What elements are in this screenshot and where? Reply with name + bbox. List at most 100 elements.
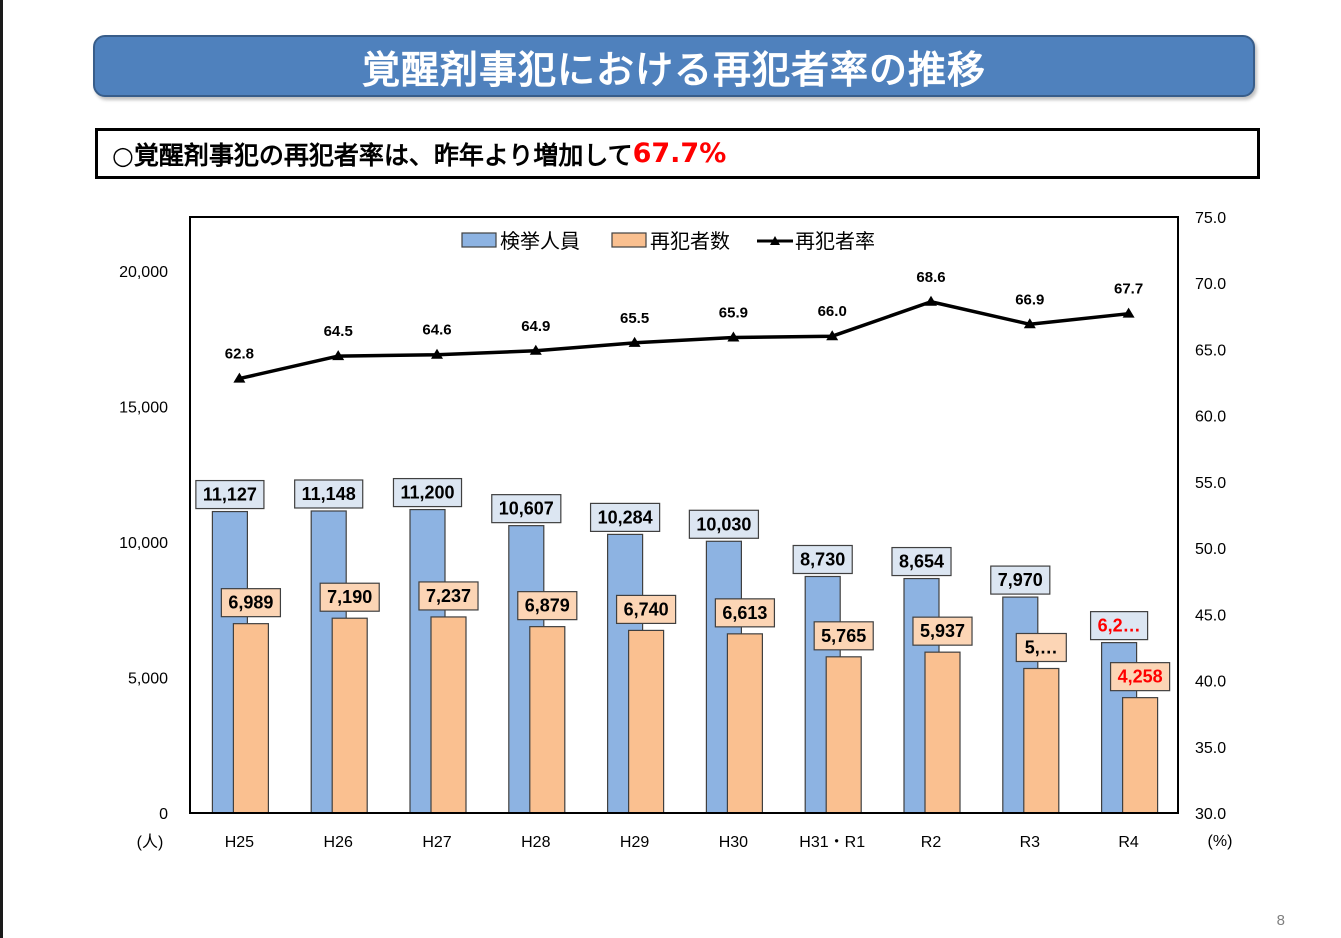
bar-repeat-H30 bbox=[726, 633, 764, 814]
left-axis-tick-label: 20,000 bbox=[119, 264, 168, 281]
bar-repeat-H25 bbox=[232, 623, 269, 814]
bar-repeat-H28 bbox=[529, 626, 566, 814]
label-arrests-H25-text: 11,127 bbox=[203, 485, 257, 505]
plot-frame bbox=[189, 216, 1179, 814]
legend-label-arrests: 検挙人員 bbox=[500, 229, 580, 253]
label-arrests-H27: 11,200 bbox=[392, 477, 463, 508]
label-arrests-H29: 10,284 bbox=[589, 502, 661, 532]
rate-marker-R4 bbox=[1122, 307, 1135, 318]
right-axis-tick-label: 40.0 bbox=[1195, 674, 1226, 691]
bar-repeat-R2 bbox=[924, 651, 961, 814]
right-axis-tick-label: 60.0 bbox=[1195, 409, 1226, 426]
bars-layer bbox=[211, 508, 1159, 814]
rate-marker-H31・R1 bbox=[826, 330, 839, 341]
rate-label-H30: 65.9 bbox=[719, 305, 748, 322]
label-repeat-H28: 6,879 bbox=[517, 591, 578, 621]
label-repeat-R3-box bbox=[1015, 632, 1067, 663]
label-arrests-R4-text: 6,2… bbox=[1098, 616, 1141, 636]
label-repeat-H31・R1: 5,765 bbox=[813, 621, 874, 651]
right-axis-tick-label: 35.0 bbox=[1195, 740, 1226, 757]
label-arrests-R2-box bbox=[891, 546, 952, 577]
label-arrests-H31・R1-text: 8,730 bbox=[800, 549, 845, 569]
rate-label-H28: 64.9 bbox=[521, 318, 550, 335]
summary-text: ○覚醒剤事犯の再犯者率は、昨年より増加して bbox=[112, 140, 633, 170]
label-arrests-H28: 10,607 bbox=[491, 494, 562, 524]
rate-marker-R3 bbox=[1023, 318, 1036, 329]
label-repeat-H27-box bbox=[418, 581, 479, 611]
rate-line-layer: 62.8 64.5 64.6 64.9 65.5 65.9 66.0 68.6 66.9 67.7 bbox=[225, 269, 1143, 383]
legend-swatch-arrests bbox=[461, 232, 497, 248]
label-arrests-R4: 6,2… bbox=[1089, 611, 1149, 641]
label-arrests-R2-text: 8,654 bbox=[899, 552, 944, 572]
label-arrests-H26: 11,148 bbox=[294, 479, 364, 509]
label-arrests-H28-text: 10,607 bbox=[499, 499, 554, 519]
right-axis-tick-label: 30.0 bbox=[1195, 806, 1226, 823]
label-repeat-H28-text: 6,879 bbox=[525, 596, 570, 616]
label-repeat-H28-box bbox=[517, 591, 578, 621]
rate-marker-H25 bbox=[233, 372, 246, 383]
x-axis-category-label: H29 bbox=[620, 834, 649, 851]
label-repeat-R4-box bbox=[1109, 662, 1171, 692]
label-repeat-R4-text: 4,258 bbox=[1118, 667, 1163, 687]
label-repeat-H30: 6,613 bbox=[714, 598, 776, 628]
label-arrests-H25-box bbox=[195, 479, 265, 510]
rate-label-R3: 66.9 bbox=[1015, 291, 1044, 308]
page-number: 8 bbox=[1276, 912, 1285, 929]
right-axis-tick-label: 55.0 bbox=[1195, 475, 1226, 492]
label-arrests-H25: 11,127 bbox=[195, 479, 265, 510]
rate-label-H29: 65.5 bbox=[620, 310, 649, 327]
label-repeat-H31・R1-box bbox=[813, 621, 874, 651]
bar-repeat-H31・R1 bbox=[825, 656, 862, 814]
label-arrests-R2: 8,654 bbox=[891, 546, 952, 577]
rate-label-H26: 64.5 bbox=[324, 323, 353, 340]
right-axis-tick-label: 75.0 bbox=[1195, 210, 1226, 227]
title-banner: 覚醒剤事犯における再犯者率の推移 bbox=[93, 35, 1255, 97]
label-arrests-H26-text: 11,148 bbox=[302, 484, 356, 504]
legend-label-rate: 再犯者率 bbox=[795, 229, 875, 253]
label-arrests-H31・R1: 8,730 bbox=[792, 544, 853, 575]
left-axis-tick-label: 10,000 bbox=[119, 535, 168, 552]
legend-swatch-repeat bbox=[611, 232, 647, 248]
left-axis-tick-label: 15,000 bbox=[119, 400, 168, 417]
data-labels-layer: 11,127 6,989 11,148 7,190 11,200 7,237 10,607 6… bbox=[195, 477, 1171, 692]
legend-label-repeat: 再犯者数 bbox=[650, 229, 730, 253]
summary-box: ○覚醒剤事犯の再犯者率は、昨年より増加して 67.7% bbox=[95, 128, 1260, 179]
label-repeat-R3-text: 5,… bbox=[1025, 637, 1058, 657]
label-repeat-H29: 6,740 bbox=[615, 594, 677, 625]
label-repeat-R3: 5,… bbox=[1015, 632, 1067, 663]
rate-label-H27: 64.6 bbox=[422, 322, 451, 339]
page-title: 覚醒剤事犯における再犯者率の推移 bbox=[361, 47, 986, 92]
x-axis-category-label: H31・R1 bbox=[799, 834, 865, 851]
bar-repeat-H26 bbox=[331, 617, 368, 814]
label-arrests-H30-box bbox=[688, 509, 760, 539]
right-axis-tick-label: 50.0 bbox=[1195, 541, 1226, 558]
rate-marker-H28 bbox=[529, 344, 542, 355]
label-arrests-H28-box bbox=[491, 494, 562, 524]
label-repeat-H26-box bbox=[319, 582, 380, 612]
label-repeat-H27: 7,237 bbox=[418, 581, 479, 611]
x-axis-category-label: H30 bbox=[719, 834, 748, 851]
label-repeat-R4: 4,258 bbox=[1109, 662, 1171, 692]
slide-left-edge bbox=[0, 0, 3, 938]
bar-repeat-R3 bbox=[1023, 667, 1060, 814]
label-arrests-H31・R1-box bbox=[792, 544, 853, 575]
label-arrests-R3: 7,970 bbox=[990, 565, 1051, 595]
label-repeat-H31・R1-text: 5,765 bbox=[821, 626, 866, 646]
label-repeat-H30-text: 6,613 bbox=[722, 603, 767, 623]
legend: 検挙人員 再犯者数 再犯者率 bbox=[461, 229, 875, 253]
bar-repeat-H27 bbox=[430, 616, 467, 814]
rate-marker-H29 bbox=[628, 336, 641, 347]
rate-label-R2: 68.6 bbox=[916, 269, 945, 286]
label-repeat-H26-text: 7,190 bbox=[327, 587, 372, 607]
label-arrests-H26-box bbox=[294, 479, 364, 509]
x-axis-category-label: H26 bbox=[324, 834, 353, 851]
label-repeat-R2-text: 5,937 bbox=[920, 621, 965, 641]
label-arrests-R3-text: 7,970 bbox=[998, 570, 1043, 590]
x-axis-category-label: H27 bbox=[422, 834, 451, 851]
label-arrests-H29-text: 10,284 bbox=[598, 507, 653, 527]
right-axis-tick-label: 45.0 bbox=[1195, 607, 1226, 624]
axes-layer: 0 5,000 10,000 15,000 20,000 (人) 30.0 35.0 40.0 4… bbox=[119, 210, 1232, 851]
right-axis-tick-label: 70.0 bbox=[1195, 276, 1226, 293]
x-axis-category-label: R2 bbox=[921, 834, 942, 851]
